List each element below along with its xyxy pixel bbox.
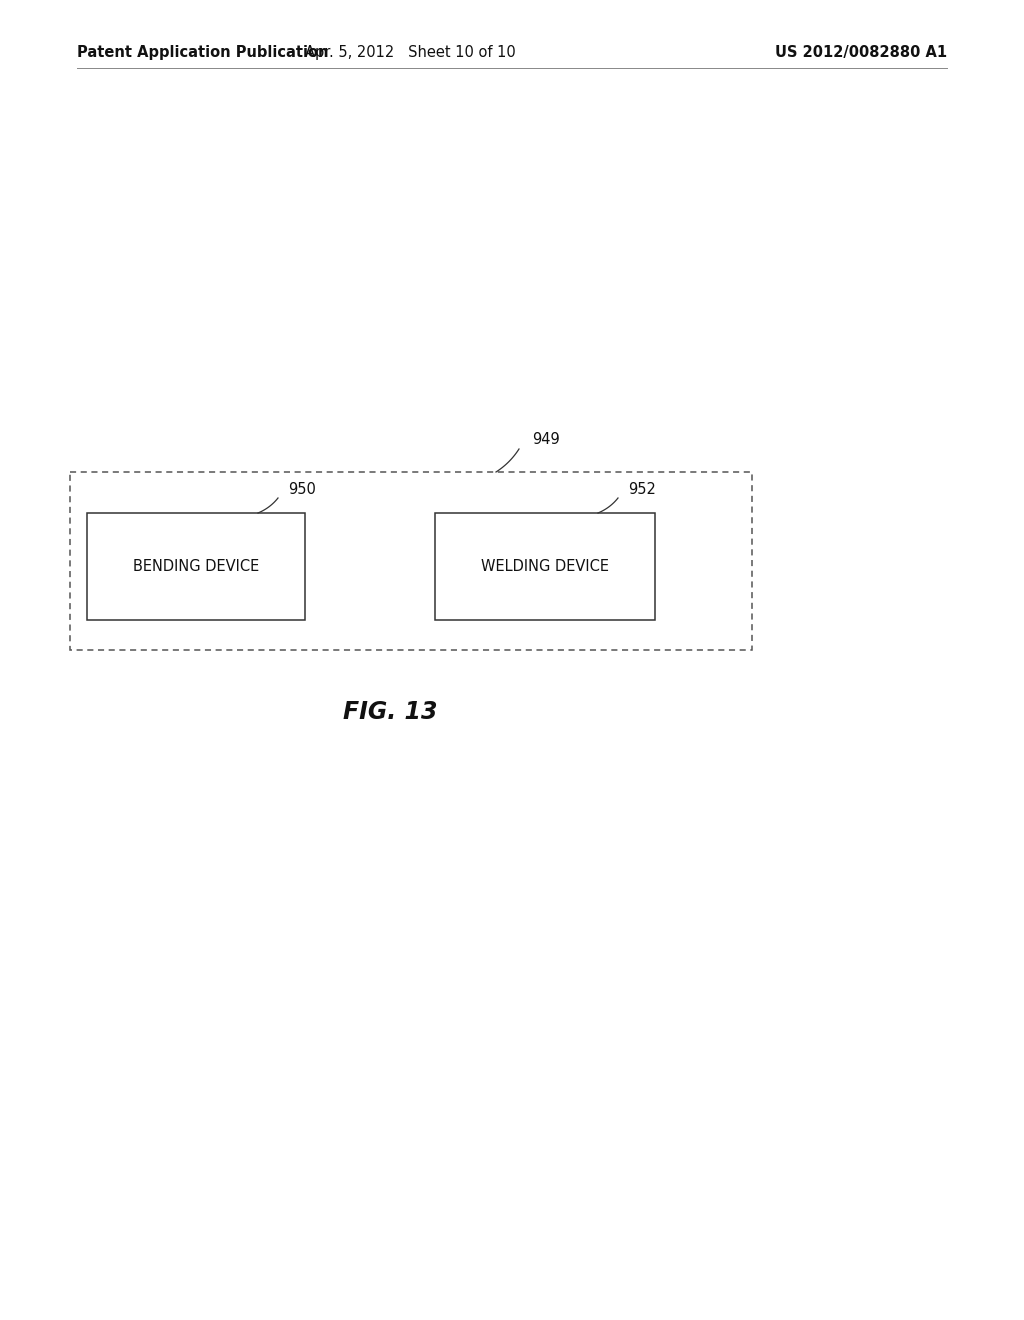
Text: WELDING DEVICE: WELDING DEVICE (481, 558, 609, 574)
Text: US 2012/0082880 A1: US 2012/0082880 A1 (775, 45, 947, 59)
Text: 949: 949 (532, 432, 560, 447)
Text: 952: 952 (628, 482, 656, 498)
Text: 950: 950 (288, 482, 315, 498)
Bar (70, 473, 752, 649)
Bar (435, 513, 655, 620)
Text: FIG. 13: FIG. 13 (343, 700, 437, 723)
Text: Apr. 5, 2012   Sheet 10 of 10: Apr. 5, 2012 Sheet 10 of 10 (304, 45, 515, 59)
Text: BENDING DEVICE: BENDING DEVICE (133, 558, 259, 574)
Bar (87, 513, 305, 620)
Text: Patent Application Publication: Patent Application Publication (77, 45, 329, 59)
